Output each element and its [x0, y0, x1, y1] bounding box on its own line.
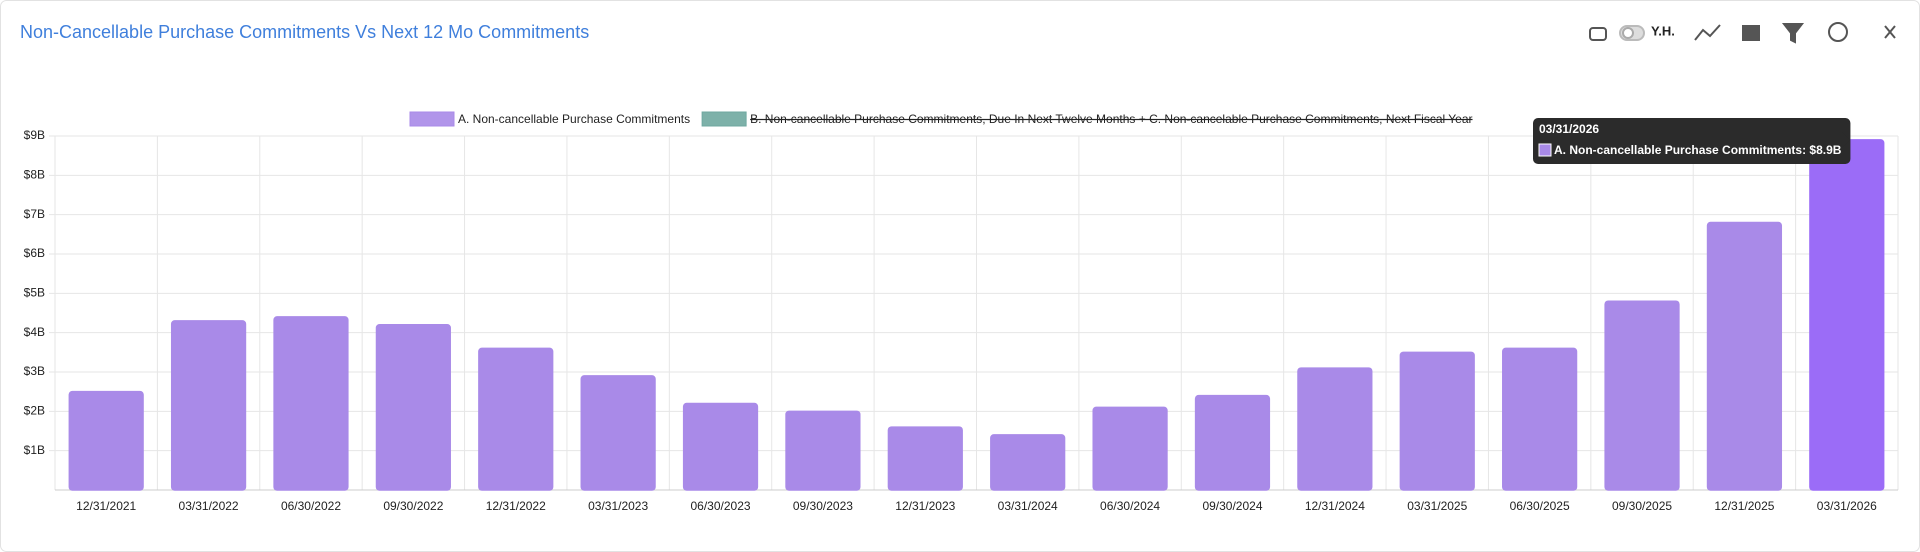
bar [68, 390, 144, 491]
close-icon[interactable] [1884, 25, 1896, 39]
x-tick-label: 09/30/2022 [383, 499, 443, 513]
x-tick-label: 09/30/2024 [1202, 499, 1262, 513]
chart-title: Non-Cancellable Purchase Commitments Vs … [20, 22, 589, 42]
tooltip-arrow [1842, 132, 1850, 148]
legend-swatch [701, 111, 747, 127]
y-tick-label: $8B [24, 168, 45, 182]
bar [785, 410, 861, 491]
y-tick-label: $2B [24, 404, 45, 418]
x-tick-label: 03/31/2025 [1407, 499, 1467, 513]
bar [375, 324, 451, 491]
y-tick-label: $4B [24, 325, 45, 339]
bar [1604, 300, 1680, 491]
bar [478, 347, 554, 491]
bar [1706, 221, 1783, 491]
bar [887, 426, 963, 491]
y-tick-label: $9B [24, 128, 45, 142]
toolbar [1589, 22, 1896, 44]
bar [1809, 139, 1885, 491]
tooltip-text: A. Non-cancellable Purchase Commitments:… [1554, 143, 1842, 157]
x-tick-label: 12/31/2023 [895, 499, 955, 513]
x-tick-label: 03/31/2023 [588, 499, 648, 513]
y-tick-label: $7B [24, 207, 45, 221]
line-icon[interactable] [1694, 24, 1721, 41]
grid-icon[interactable] [1742, 25, 1760, 41]
legend-label: A. Non-cancellable Purchase Commitments [458, 112, 690, 126]
x-tick-label: 06/30/2023 [690, 499, 750, 513]
y-tick-label: $5B [24, 286, 45, 300]
y-tick-label: $1B [24, 443, 45, 457]
tooltip-title: 03/31/2026 [1539, 122, 1599, 136]
y-tick-label: $3B [24, 364, 45, 378]
bar [990, 434, 1066, 491]
bar [682, 402, 759, 491]
x-tick-label: 12/31/2024 [1305, 499, 1365, 513]
more-icon[interactable] [1828, 22, 1848, 42]
toggle-label: Y.H. [1651, 23, 1675, 38]
x-tick-label: 09/30/2023 [793, 499, 853, 513]
x-tick-label: 12/31/2022 [486, 499, 546, 513]
legend-swatch [409, 111, 455, 127]
bar [1194, 394, 1271, 491]
x-tick-label: 06/30/2024 [1100, 499, 1160, 513]
x-tick-label: 12/31/2021 [76, 499, 136, 513]
x-tick-label: 06/30/2025 [1510, 499, 1570, 513]
bot-icon[interactable] [1589, 27, 1607, 41]
y-tick-label: $6B [24, 246, 45, 260]
filter-icon[interactable] [1781, 23, 1805, 44]
x-tick-label: 09/30/2025 [1612, 499, 1672, 513]
x-tick-label: 03/31/2024 [998, 499, 1058, 513]
x-tick-label: 03/31/2022 [179, 499, 239, 513]
x-tick-label: 06/30/2022 [281, 499, 341, 513]
legend-label: B. Non-cancellable Purchase Commitments,… [750, 112, 1472, 126]
tooltip: 03/31/2026 A. Non-cancellable Purchase Co… [1533, 118, 1851, 164]
tooltip-box [1533, 118, 1851, 164]
bar [273, 316, 349, 491]
bar [1502, 347, 1578, 491]
bar [1399, 351, 1475, 491]
toggle-knob [1622, 27, 1634, 39]
tooltip-swatch [1538, 143, 1552, 157]
bar [580, 375, 656, 491]
x-tick-label: 12/31/2025 [1714, 499, 1774, 513]
x-tick-label: 03/31/2026 [1817, 499, 1877, 513]
bar [1297, 367, 1373, 491]
bar [170, 320, 247, 491]
bar [1092, 406, 1168, 491]
